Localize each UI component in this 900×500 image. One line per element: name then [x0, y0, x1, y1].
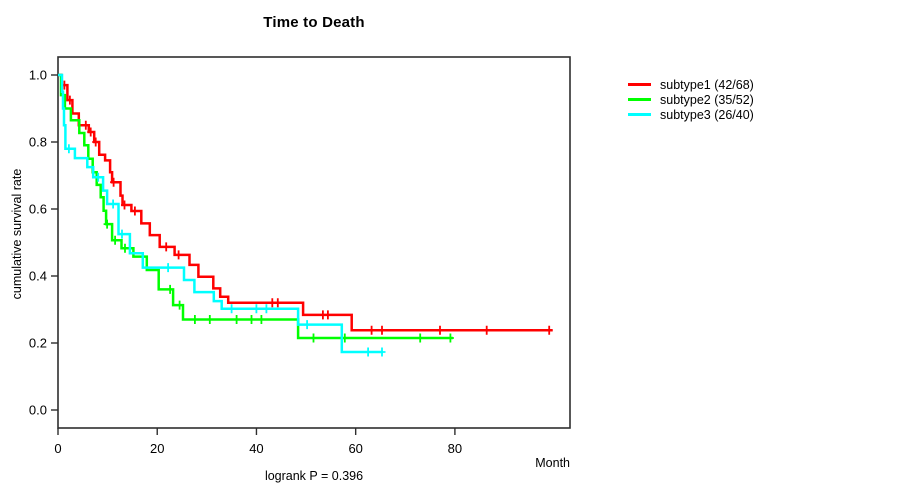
x-tick-label: 0 [54, 441, 61, 456]
y-tick-label: 0.0 [29, 403, 47, 418]
plot-frame [57, 56, 571, 429]
y-tick-label: 0.2 [29, 336, 47, 351]
y-tick-label: 1.0 [29, 68, 47, 83]
x-tick-label: 80 [448, 441, 462, 456]
y-tick-label: 0.8 [29, 135, 47, 150]
legend-item-subtype1: subtype1 (42/68) [628, 77, 754, 92]
y-axis-label: cumulative survival rate [10, 168, 24, 300]
legend-line-icon [628, 113, 651, 116]
legend-line-icon [628, 98, 651, 101]
legend: subtype1 (42/68) subtype2 (35/52) subtyp… [628, 77, 754, 122]
x-tick-label: 60 [348, 441, 362, 456]
x-tick-label: 40 [249, 441, 263, 456]
survival-curve-subtype2 [58, 73, 453, 340]
censor-marks-subtype2 [103, 219, 454, 343]
legend-label: subtype1 (42/68) [660, 77, 754, 92]
logrank-annotation: logrank P = 0.396 [264, 469, 364, 483]
survival-curve-subtype1 [58, 73, 553, 332]
legend-line-icon [628, 83, 651, 86]
legend-item-subtype3: subtype3 (26/40) [628, 107, 754, 122]
x-tick-label: 20 [150, 441, 164, 456]
censor-marks-subtype3 [65, 144, 386, 357]
legend-label: subtype2 (35/52) [660, 92, 754, 107]
legend-item-subtype2: subtype2 (35/52) [628, 92, 754, 107]
y-tick-label: 0.6 [29, 202, 47, 217]
legend-label: subtype3 (26/40) [660, 107, 754, 122]
censor-marks-subtype1 [60, 80, 553, 335]
y-tick-label: 0.4 [29, 269, 47, 284]
x-axis-label: Month [535, 456, 570, 470]
page-title: Time to Death [263, 14, 365, 31]
